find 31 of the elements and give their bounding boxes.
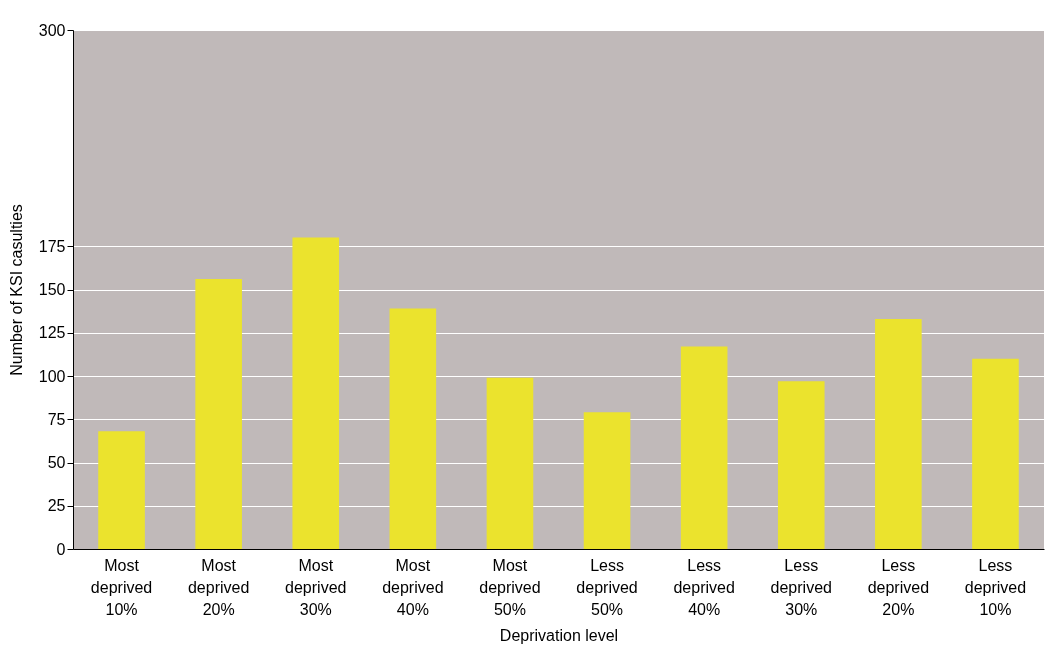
x-tick-label: Most deprived 10% <box>90 556 153 618</box>
y-tick-label: 100 <box>38 367 66 385</box>
y-tick-label: 75 <box>47 410 66 428</box>
x-tick-label: Less deprived 10% <box>964 556 1027 618</box>
y-tick-label: 0 <box>56 540 66 558</box>
x-axis-title: Deprivation level <box>499 626 619 644</box>
x-tick-label: Most deprived 30% <box>285 556 347 618</box>
bar <box>292 237 340 549</box>
y-tick-label: 300 <box>38 21 66 39</box>
bar <box>98 431 145 549</box>
y-tick-label: 50 <box>47 454 66 471</box>
x-tick-label: Most deprived 20% <box>187 556 250 618</box>
y-axis-title: Number of KSI casulties <box>7 204 25 376</box>
x-tick-label: Less deprived 50% <box>576 556 638 618</box>
bar <box>972 358 1019 549</box>
x-tick-label: Less deprived 30% <box>770 556 832 618</box>
y-tick-label: 150 <box>38 281 66 298</box>
x-tick-label: Less deprived 20% <box>867 556 930 618</box>
x-tick-label: Most deprived 40% <box>382 556 444 618</box>
x-tick-label: Less deprived 40% <box>673 556 735 618</box>
bar <box>195 279 242 549</box>
bar <box>583 412 631 549</box>
bar <box>777 381 825 549</box>
bar <box>389 308 437 549</box>
x-tick-label: Most deprived 50% <box>479 556 541 618</box>
y-tick-label: 175 <box>38 237 66 255</box>
bar <box>875 318 922 549</box>
y-tick-label: 25 <box>47 497 66 515</box>
bar <box>680 346 728 549</box>
y-tick-label: 125 <box>38 324 66 342</box>
bar <box>486 377 534 549</box>
